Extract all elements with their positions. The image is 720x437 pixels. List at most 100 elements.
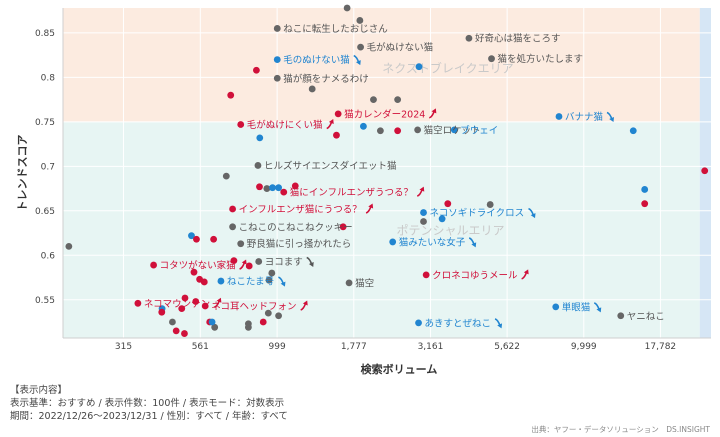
x-tick-label: 9,999 — [571, 342, 597, 352]
data-point — [222, 172, 230, 180]
y-tick-label: 0.7 — [41, 162, 55, 172]
point-label: バナナ猫 — [565, 111, 603, 123]
data-point — [438, 215, 446, 223]
trend-up-arrowhead — [431, 108, 437, 114]
trend-down-arrowhead — [308, 262, 314, 268]
labeled-point — [555, 113, 563, 120]
data-point — [244, 323, 252, 331]
data-point — [629, 127, 637, 135]
point-label: インフルエンザ猫にうつる？ — [239, 204, 362, 216]
labeled-point — [201, 302, 209, 310]
x-tick-label: 1,777 — [341, 342, 367, 352]
trend-down-arrowhead — [471, 242, 477, 248]
point-label: 単眼猫 — [562, 301, 591, 313]
y-tick-label: 0.85 — [35, 29, 55, 39]
data-point — [158, 308, 166, 316]
trend-up-arrowhead — [216, 297, 222, 303]
x-tick-label: 561 — [192, 342, 209, 352]
point-label: こねこのこねこねクッキー — [239, 222, 353, 233]
data-point — [256, 134, 264, 142]
data-point — [420, 218, 427, 225]
display-settings: 【表示内容】 表示基準：おすすめ / 表示件数：100件 / 表示モード：対数表… — [10, 384, 288, 423]
point-label: ねこたま号 — [227, 277, 274, 288]
point-label: ネコ耳ヘッドフォン — [211, 301, 296, 312]
point-label: ネコソギドライクロス — [430, 208, 525, 219]
point-label: 好奇心は猫をころす — [475, 33, 561, 45]
point-label: 猫が顔をナメるわけ — [283, 73, 369, 85]
data-point — [227, 91, 235, 99]
y-tick-label: 0.55 — [35, 296, 55, 306]
point-label: 猫空ロケット — [424, 124, 481, 136]
labeled-point — [465, 34, 473, 42]
data-point — [265, 276, 273, 284]
data-point — [172, 327, 180, 335]
labeled-point — [488, 55, 495, 63]
labeled-point — [389, 238, 397, 246]
data-point — [701, 167, 709, 175]
labeled-point — [422, 271, 430, 279]
point-label: 猫を処方いたします — [498, 53, 584, 65]
data-point — [291, 182, 299, 190]
trend-up-arrowhead — [419, 186, 425, 192]
point-label: ねこに転生したおじさん — [283, 23, 388, 35]
data-point — [259, 318, 267, 326]
point-label: 毛がぬけにくい猫 — [247, 119, 323, 131]
point-label: 野良猫に引っ掻かれたら — [247, 238, 352, 250]
x-axis-title: 検索ボリューム — [361, 362, 438, 376]
data-point — [333, 131, 340, 139]
data-point — [415, 63, 423, 71]
source-credit: 出典：ヤフー・データソリューション DS.INSIGHT — [531, 425, 710, 434]
labeled-point — [273, 56, 281, 63]
data-point — [360, 122, 367, 130]
labeled-point — [415, 319, 422, 327]
potential-zone — [63, 121, 700, 338]
data-point — [343, 4, 351, 12]
labeled-point — [334, 110, 342, 118]
labeled-point — [273, 74, 281, 82]
data-point — [269, 184, 276, 192]
y-tick-label: 0.8 — [41, 73, 56, 83]
y-tick-label: 0.75 — [35, 118, 55, 128]
y-axis-title: トレンドスコア — [16, 135, 29, 212]
data-point — [263, 185, 271, 192]
data-point — [641, 200, 649, 208]
x-tick-label: 315 — [115, 342, 132, 352]
data-point — [256, 183, 263, 191]
point-label: 猫空 — [355, 277, 374, 289]
display-settings-heading: 【表示内容】 — [10, 385, 68, 396]
data-point — [181, 330, 188, 337]
data-point — [192, 298, 200, 305]
point-label: ヨコます — [265, 257, 303, 268]
data-point — [210, 235, 218, 243]
data-point — [193, 235, 200, 243]
labeled-point — [150, 261, 158, 269]
trend-up-arrowhead — [523, 269, 529, 275]
trend-up-arrowhead — [368, 203, 374, 209]
point-label: 毛がぬけない猫 — [367, 42, 434, 54]
data-point — [394, 96, 402, 104]
y-tick-label: 0.65 — [35, 207, 55, 217]
labeled-point — [254, 162, 262, 169]
x-tick-label: 5,622 — [494, 342, 520, 352]
labeled-point — [229, 205, 236, 213]
data-point — [253, 66, 260, 74]
point-label: コタツがない家猫 — [160, 260, 236, 272]
labeled-point — [237, 121, 245, 128]
x-tick-label: 999 — [269, 342, 286, 352]
x-tick-label: 3,161 — [418, 342, 444, 352]
labeled-point — [450, 126, 458, 134]
data-point — [211, 323, 219, 331]
x-tick-label: 17,782 — [645, 342, 677, 352]
trend-up-arrowhead — [302, 300, 308, 306]
point-label: 猫みたいな女子 — [399, 236, 466, 248]
data-point — [275, 312, 282, 320]
point-label: ヒルズサイエンスダイエット猫 — [264, 160, 397, 172]
labeled-point — [345, 279, 353, 287]
display-settings-criteria: 表示基準：おすすめ / 表示件数：100件 / 表示モード：対数表示 — [10, 398, 285, 409]
data-point — [268, 269, 276, 277]
point-label: クロネコゆうメール — [432, 270, 518, 281]
data-point — [208, 318, 216, 326]
next-break-zone-label: ネクストブレイクエリア — [382, 60, 513, 75]
labeled-point — [273, 25, 281, 32]
labeled-point — [134, 299, 142, 307]
